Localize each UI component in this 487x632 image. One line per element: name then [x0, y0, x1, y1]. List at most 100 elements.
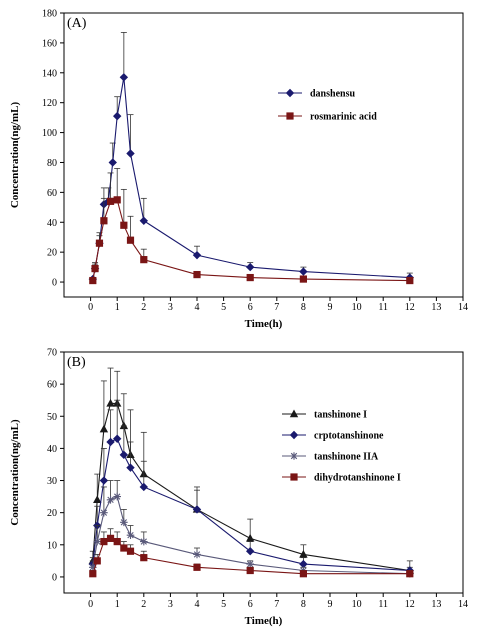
- y-tick-label: 120: [42, 98, 57, 109]
- x-tick-label: 0: [88, 599, 93, 610]
- data-point: [140, 537, 148, 546]
- panel-label: (A): [67, 16, 87, 31]
- x-tick-label: 4: [195, 302, 200, 313]
- x-tick-label: 14: [458, 302, 468, 313]
- data-point: [119, 421, 129, 430]
- data-point: [106, 398, 115, 407]
- data-point: [120, 221, 128, 229]
- series-1: [89, 168, 414, 285]
- y-tick-label: 50: [47, 412, 57, 423]
- x-tick-label: 2: [141, 302, 146, 313]
- y-tick-label: 0: [52, 572, 57, 583]
- data-point: [126, 236, 135, 244]
- x-axis-label: Time(h): [245, 615, 283, 627]
- data-point: [120, 544, 128, 552]
- x-tick-label: 0: [88, 302, 93, 313]
- x-tick-label: 13: [431, 302, 441, 313]
- data-point: [406, 276, 414, 285]
- data-point: [119, 73, 129, 82]
- data-point: [113, 537, 121, 546]
- x-tick-label: 12: [405, 302, 415, 313]
- x-tick-label: 11: [378, 599, 388, 610]
- y-tick-label: 20: [47, 248, 57, 259]
- x-tick-label: 10: [352, 599, 362, 610]
- series-3: [89, 528, 414, 578]
- data-point: [193, 550, 201, 559]
- data-point: [95, 239, 104, 247]
- data-point: [246, 273, 254, 282]
- legend-entry: tanshinone I: [282, 409, 367, 421]
- data-point: [299, 570, 307, 578]
- data-point: [246, 533, 255, 542]
- x-tick-label: 10: [352, 302, 362, 313]
- data-point: [126, 463, 135, 472]
- plot-frame: [63, 12, 464, 298]
- data-point: [89, 563, 97, 572]
- y-tick-label: 140: [42, 68, 57, 79]
- data-point: [89, 570, 97, 578]
- data-point: [106, 197, 115, 205]
- chart-panel-b: 0 1 2 3 4 5 6 7 8 9 10 11 12 13 14010203040506070Time(…: [9, 348, 468, 628]
- data-point: [140, 554, 148, 562]
- series-line: [92, 402, 410, 572]
- data-point: [120, 518, 128, 527]
- x-tick-label: 14: [458, 599, 468, 610]
- y-axis-label: Concentration(ng/mL): [9, 102, 21, 209]
- x-tick-label: 13: [431, 599, 441, 610]
- data-point: [126, 531, 135, 539]
- legend-label: tanshinone IIA: [314, 452, 379, 463]
- x-tick-label: 6: [248, 302, 253, 313]
- data-point: [246, 566, 254, 575]
- data-point: [100, 537, 108, 546]
- x-tick-label: 12: [405, 599, 415, 610]
- data-point: [113, 434, 122, 443]
- x-tick-label: 2: [141, 599, 146, 610]
- data-point: [99, 424, 109, 433]
- data-point: [139, 482, 148, 492]
- legend-entry: tanshinone IIA: [282, 452, 379, 463]
- y-tick-label: 20: [47, 508, 57, 519]
- legend-marker: [286, 112, 294, 120]
- data-point: [113, 111, 122, 121]
- legend-marker: [290, 473, 298, 481]
- y-tick-label: 60: [47, 188, 57, 199]
- y-tick-label: 70: [47, 348, 57, 359]
- legend-label: crptotanshinone: [314, 431, 384, 442]
- x-tick-label: 3: [168, 302, 173, 313]
- x-axis-label: Time(h): [245, 318, 283, 330]
- data-point: [99, 476, 109, 485]
- x-tick-label: 7: [274, 599, 279, 610]
- data-point: [106, 437, 115, 447]
- x-tick-label: 5: [221, 599, 226, 610]
- y-tick-label: 0: [52, 278, 57, 289]
- data-point: [246, 560, 254, 568]
- legend-entry: crptotanshinone: [282, 431, 384, 442]
- data-point: [193, 563, 201, 571]
- legend-marker: [290, 452, 298, 460]
- legend-label: dihydrotanshinone I: [314, 473, 401, 484]
- x-tick-label: 5: [221, 302, 226, 313]
- x-tick-label: 9: [328, 302, 333, 313]
- series-line: [92, 495, 410, 575]
- data-point: [106, 534, 115, 542]
- plot-frame: [63, 351, 464, 594]
- panel-label: (B): [67, 355, 86, 370]
- legend-marker: [289, 430, 299, 440]
- data-point: [299, 275, 307, 283]
- data-point: [192, 250, 202, 260]
- data-point: [113, 196, 121, 204]
- y-tick-label: 180: [42, 9, 57, 20]
- y-tick-label: 30: [47, 476, 57, 487]
- legend-entry: danshensu: [278, 89, 355, 100]
- data-point: [113, 492, 121, 501]
- x-tick-label: 1: [115, 599, 120, 610]
- data-point: [106, 496, 115, 504]
- y-tick-label: 80: [47, 158, 57, 169]
- y-tick-label: 160: [42, 38, 57, 49]
- chart-panel-a: 0 1 2 3 4 5 6 7 8 9 10 11 12 13 1402040608010012014016…: [9, 9, 468, 331]
- data-point: [126, 547, 135, 555]
- legend-marker: [289, 409, 299, 418]
- legend-marker: [285, 88, 295, 98]
- data-point: [193, 270, 201, 279]
